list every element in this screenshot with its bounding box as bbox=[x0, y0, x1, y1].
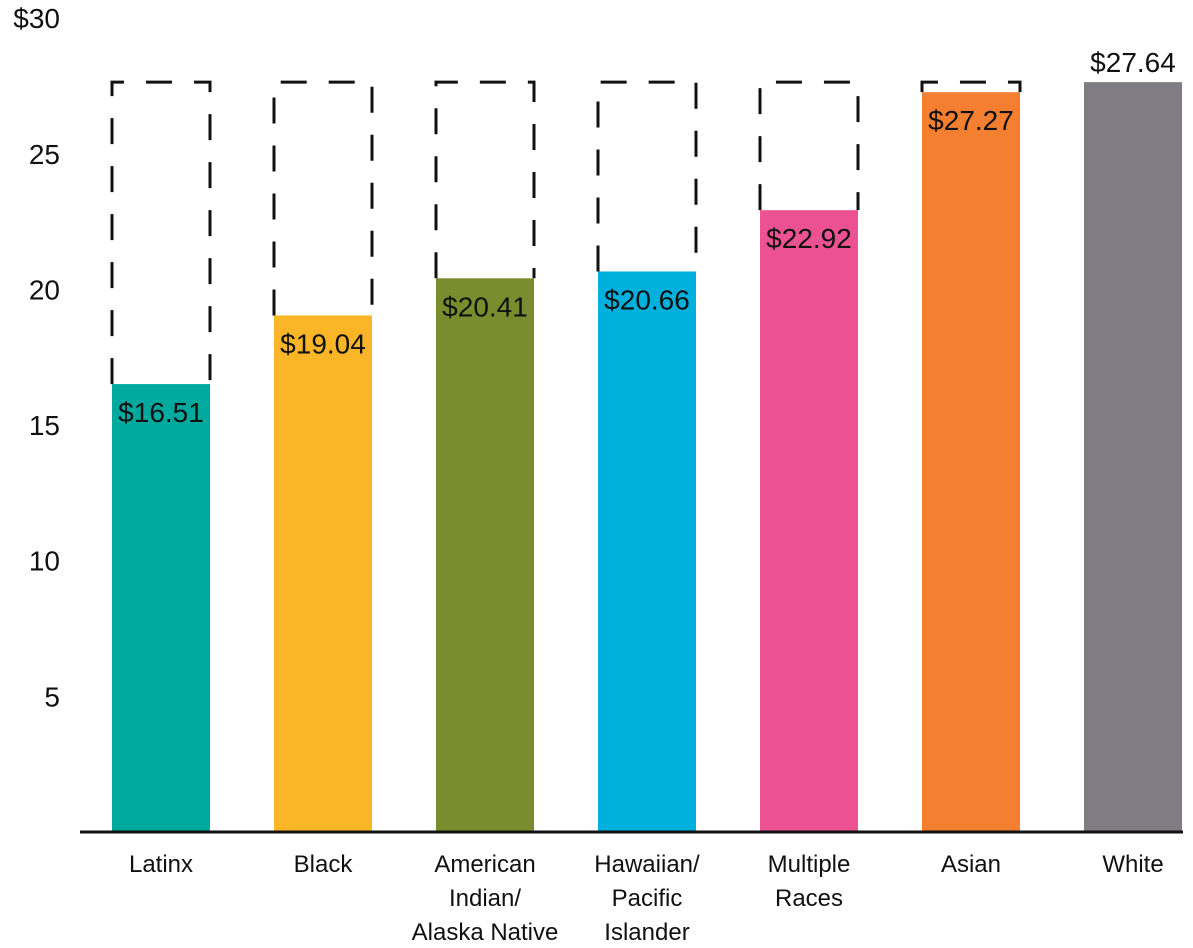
category-label-2-line-1: Indian/ bbox=[449, 885, 521, 912]
bar-value-label-4: $22.92 bbox=[766, 223, 852, 254]
reference-outline-0 bbox=[110, 80, 212, 385]
category-label-6-line-0: White bbox=[1102, 851, 1163, 878]
reference-outlines bbox=[110, 80, 1022, 385]
reference-outline-4 bbox=[758, 80, 860, 211]
bar-value-label-2: $20.41 bbox=[442, 291, 528, 322]
bar-value-label-3: $20.66 bbox=[604, 284, 690, 315]
bar-value-label-5: $27.27 bbox=[928, 105, 1014, 136]
bar-value-labels: $16.51 $19.04 $20.41 $20.66 $22.92 $27.27 $27.… bbox=[118, 47, 1176, 428]
bar-value-label-1: $19.04 bbox=[280, 328, 366, 359]
y-tick-label-5: $30 bbox=[13, 3, 60, 34]
category-label-4-line-1: Races bbox=[775, 885, 843, 912]
bar-1 bbox=[274, 315, 372, 832]
bar-6 bbox=[1084, 82, 1182, 832]
category-label-4-line-0: Multiple bbox=[768, 851, 851, 878]
bar-value-label-6: $27.64 bbox=[1090, 47, 1176, 78]
y-tick-label-0: 5 bbox=[44, 681, 60, 712]
reference-outline-1 bbox=[272, 80, 374, 316]
category-label-5-line-0: Asian bbox=[941, 851, 1001, 878]
category-label-0-line-0: Latinx bbox=[129, 851, 193, 878]
bar-value-label-0: $16.51 bbox=[118, 397, 204, 428]
category-label-3-line-0: Hawaiian/ bbox=[594, 851, 700, 878]
y-tick-label-2: 15 bbox=[29, 410, 60, 441]
category-label-2-line-2: Alaska Native bbox=[412, 919, 559, 946]
y-tick-label-1: 10 bbox=[29, 546, 60, 577]
bar-2 bbox=[436, 278, 534, 832]
bars bbox=[112, 82, 1182, 832]
bar-5 bbox=[922, 92, 1020, 832]
y-axis-ticks: 5 10 15 20 25 $30 bbox=[13, 3, 60, 712]
category-labels: Latinx Black American Indian/Alaska Native H… bbox=[129, 851, 1164, 946]
y-tick-label-3: 20 bbox=[29, 274, 60, 305]
reference-outline-3 bbox=[596, 80, 698, 272]
y-tick-label-4: 25 bbox=[29, 139, 60, 170]
bar-0 bbox=[112, 384, 210, 832]
reference-outline-5 bbox=[920, 80, 1022, 93]
reference-outline-2 bbox=[434, 80, 536, 279]
bar-4 bbox=[760, 210, 858, 832]
category-label-3-line-2: Islander bbox=[604, 919, 689, 946]
category-label-3-line-1: Pacific bbox=[612, 885, 683, 912]
bar-3 bbox=[598, 271, 696, 832]
category-label-1-line-0: Black bbox=[294, 851, 354, 878]
category-label-2-line-0: American bbox=[434, 851, 535, 878]
